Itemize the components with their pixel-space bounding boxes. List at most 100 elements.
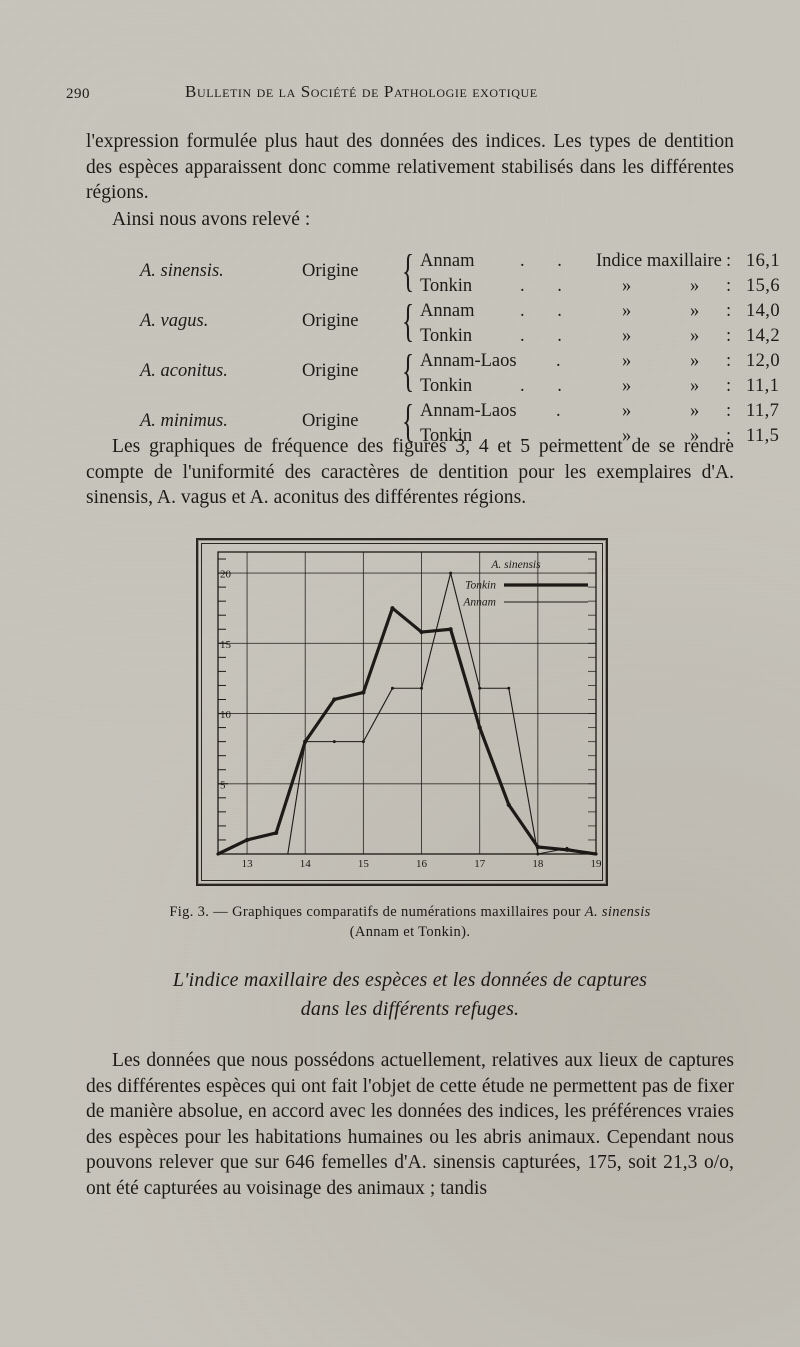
colon-glyph: : bbox=[726, 251, 732, 271]
chart-legend: A. sinensis Tonkin Annam bbox=[462, 559, 588, 609]
leader-dots: . . bbox=[520, 301, 576, 321]
origin-label: Origine bbox=[302, 361, 359, 381]
paragraph-text: Les graphiques de fréquence des figures … bbox=[86, 434, 734, 511]
ditto-mark: » bbox=[690, 401, 700, 421]
brace-glyph: { bbox=[402, 245, 415, 296]
caption-line2: (Annam et Tonkin). bbox=[349, 924, 471, 940]
brace-glyph: { bbox=[402, 295, 415, 346]
index-label: Indice maxillaire bbox=[596, 251, 722, 271]
paragraph-ainsi: Ainsi nous avons relevé : bbox=[86, 207, 734, 233]
section-heading-line2: dans les différents refuges. bbox=[300, 998, 520, 1020]
ditto-mark: » bbox=[622, 276, 632, 296]
running-head: 290 Bulletin de la Société de Pathologie… bbox=[0, 82, 800, 106]
data-point-tonkin bbox=[361, 690, 366, 695]
data-point-tonkin bbox=[390, 606, 395, 611]
journal-title: Bulletin de la Société de Pathologie exo… bbox=[185, 82, 538, 101]
section-heading-line1: L'indice maxillaire des espèces et les d… bbox=[172, 969, 648, 991]
x-axis-tick-label: 14 bbox=[300, 858, 312, 870]
ditto-mark: » bbox=[622, 426, 632, 446]
data-point-annam bbox=[361, 740, 365, 744]
data-point-annam bbox=[390, 686, 394, 690]
x-axis-tick-label: 15 bbox=[358, 858, 370, 870]
data-point-tonkin bbox=[477, 725, 482, 730]
legend-label-tonkin: Tonkin bbox=[465, 580, 496, 592]
data-point-annam bbox=[420, 686, 424, 690]
ditto-mark: » bbox=[690, 426, 700, 446]
index-value: 14,2 bbox=[746, 326, 780, 346]
figure-3: 5 10 15 20 13 14 15 16 17 18 19 A. sinensis Tonkin An… bbox=[196, 538, 608, 886]
data-point-tonkin bbox=[419, 629, 424, 635]
legend-title: A. sinensis bbox=[490, 559, 541, 571]
paragraph-graphiques: Les graphiques de fréquence des figures … bbox=[86, 434, 734, 511]
brace-glyph: { bbox=[402, 345, 415, 396]
ditto-mark: » bbox=[690, 326, 700, 346]
index-value: 14,0 bbox=[746, 301, 780, 321]
colon-glyph: : bbox=[726, 351, 732, 371]
ditto-mark: » bbox=[622, 351, 632, 371]
caption-main: Graphiques comparatifs de numérations ma… bbox=[232, 904, 581, 920]
series-line-annam bbox=[287, 572, 597, 855]
plot-frame bbox=[217, 551, 597, 855]
region-name: Annam bbox=[420, 251, 475, 271]
data-point-annam bbox=[536, 852, 540, 856]
paragraph-donnees-text: Les données que nous possédons actuellem… bbox=[86, 1050, 734, 1199]
data-point-tonkin bbox=[274, 830, 279, 836]
leader-dots: . . bbox=[520, 251, 576, 271]
colon-glyph: : bbox=[726, 301, 732, 321]
species-name: A. minimus. bbox=[140, 411, 228, 431]
leader-dots: . . bbox=[520, 376, 576, 396]
table-row-group: A. aconitus. Origine { Annam-Laos . » » … bbox=[86, 345, 780, 397]
y-axis-tick-label: 15 bbox=[220, 639, 232, 651]
leader-dots: . bbox=[556, 401, 575, 421]
index-value: 11,1 bbox=[746, 376, 780, 396]
data-point-tonkin bbox=[244, 837, 250, 843]
caption-species: A. sinensis bbox=[584, 904, 651, 920]
frequency-chart: 5 10 15 20 13 14 15 16 17 18 19 A. sinensis Tonkin An… bbox=[216, 551, 603, 870]
species-name: A. vagus. bbox=[140, 311, 209, 331]
region-name: Tonkin bbox=[420, 426, 473, 446]
colon-glyph: : bbox=[726, 401, 732, 421]
x-axis-tick-label: 16 bbox=[416, 858, 428, 870]
data-point-annam bbox=[449, 571, 453, 575]
colon-glyph: : bbox=[726, 376, 732, 396]
data-point-annam bbox=[565, 846, 569, 850]
table-row-group: A. vagus. Origine { Annam . . » » : 14,0… bbox=[86, 295, 780, 347]
origin-label: Origine bbox=[302, 311, 359, 331]
section-heading: L'indice maxillaire des espèces et les d… bbox=[86, 966, 734, 1024]
index-value: 11,7 bbox=[746, 401, 780, 421]
index-value: 16,1 bbox=[746, 251, 780, 271]
figure-caption: Fig. 3. — Graphiques comparatifs de numé… bbox=[66, 902, 754, 942]
paragraph-text: Ainsi nous avons relevé : bbox=[86, 207, 734, 233]
ditto-mark: » bbox=[622, 326, 632, 346]
data-point-annam bbox=[478, 686, 482, 690]
index-table: A. sinensis. Origine { Annam . . Indice … bbox=[86, 245, 780, 447]
origin-label: Origine bbox=[302, 411, 359, 431]
data-point-tonkin bbox=[332, 697, 337, 702]
x-axis-tick-label: 19 bbox=[591, 858, 603, 870]
leader-dots: . . bbox=[520, 426, 576, 446]
x-axis-tick-label: 17 bbox=[474, 858, 486, 870]
species-name: A. sinensis. bbox=[140, 261, 224, 281]
y-axis-tick-label: 20 bbox=[220, 569, 232, 581]
legend-label-annam: Annam bbox=[462, 597, 496, 609]
paragraph-ainsi-text: Ainsi nous avons relevé : bbox=[112, 209, 311, 230]
data-point-tonkin bbox=[448, 627, 453, 632]
paragraph-donnees: Les données que nous possédons actuellem… bbox=[86, 1048, 734, 1201]
index-value: 15,6 bbox=[746, 276, 780, 296]
paragraph-intro: l'expression formulée plus haut des donn… bbox=[86, 129, 734, 206]
data-point-annam bbox=[303, 740, 307, 744]
caption-prefix: Fig. 3. — bbox=[169, 904, 229, 920]
colon-glyph: : bbox=[726, 276, 732, 296]
colon-glyph: : bbox=[726, 426, 732, 446]
ditto-mark: » bbox=[622, 376, 632, 396]
x-axis-tick-label: 18 bbox=[532, 858, 544, 870]
page-number: 290 bbox=[66, 86, 90, 102]
index-value: 12,0 bbox=[746, 351, 780, 371]
y-axis-tick-label: 5 bbox=[220, 779, 226, 791]
brace-glyph: { bbox=[402, 395, 415, 446]
series-line-tonkin bbox=[216, 606, 598, 856]
species-name: A. aconitus. bbox=[140, 361, 228, 381]
origin-label: Origine bbox=[302, 261, 359, 281]
leader-dots: . bbox=[556, 351, 575, 371]
index-value: 11,5 bbox=[746, 426, 780, 446]
